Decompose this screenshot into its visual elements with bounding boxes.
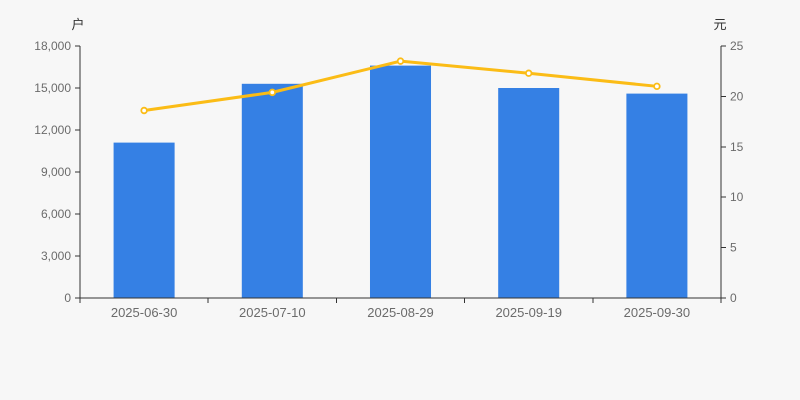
x-axis-label-2025-09-19: 2025-09-19	[495, 305, 562, 320]
y-axis-left-tick-label: 3,000	[41, 249, 71, 263]
bar-2025-09-19[interactable]	[498, 88, 560, 298]
y-axis-right-tick-label: 5	[730, 241, 737, 255]
y-axis-left-tick-label: 12,000	[34, 123, 71, 137]
bar-2025-07-10[interactable]	[241, 83, 303, 298]
y-axis-right-tick-label: 15	[730, 140, 744, 154]
y-axis-right-tick-label: 10	[730, 190, 744, 204]
y-axis-left-tick-label: 0	[64, 291, 71, 305]
line-point-2025-07-10[interactable]	[268, 88, 276, 97]
y-axis-left-tick-label: 15,000	[34, 81, 71, 95]
bar-2025-06-30[interactable]	[113, 142, 175, 298]
line-point-2025-06-30[interactable]	[140, 106, 148, 115]
y-axis-right-tick-label: 25	[730, 39, 744, 53]
x-axis-label-2025-06-30: 2025-06-30	[111, 305, 178, 320]
y-axis-left-tick-label: 18,000	[34, 39, 71, 53]
bar-2025-08-29[interactable]	[369, 65, 432, 298]
y-axis-left-tick-label: 9,000	[41, 165, 71, 179]
line-point-2025-09-19[interactable]	[525, 69, 533, 77]
bar-2025-09-30[interactable]	[626, 93, 688, 298]
line-point-2025-08-29[interactable]	[396, 57, 405, 65]
y-axis-right-tick-label: 0	[730, 291, 737, 305]
right-axis-unit-label: 元	[713, 17, 726, 32]
x-axis-label-2025-07-10: 2025-07-10	[239, 305, 306, 320]
y-axis-right-tick-label: 20	[730, 89, 744, 103]
left-axis-unit-label: 户	[71, 17, 84, 32]
y-axis-left-tick-label: 6,000	[41, 207, 71, 221]
line-point-2025-09-30[interactable]	[653, 82, 661, 91]
x-axis-label-2025-09-30: 2025-09-30	[624, 305, 691, 320]
x-axis-label-2025-08-29: 2025-08-29	[367, 305, 434, 320]
